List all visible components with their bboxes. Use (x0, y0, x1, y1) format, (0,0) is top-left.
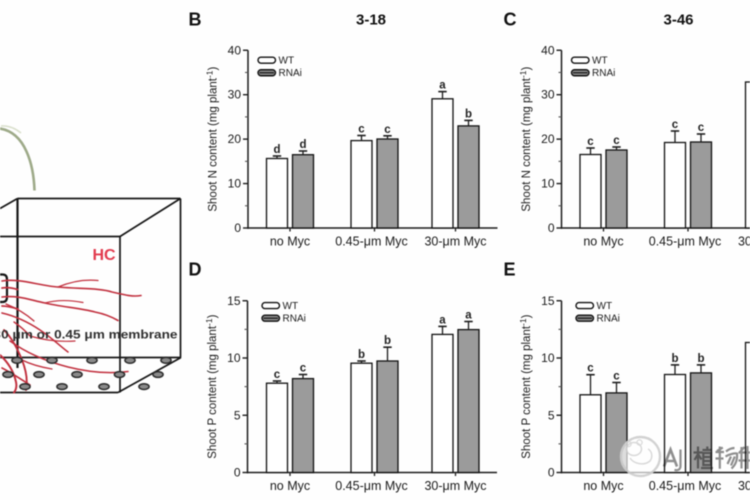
svg-text:3-18: 3-18 (356, 12, 386, 29)
svg-text:0: 0 (234, 221, 241, 235)
svg-text:30-μm Myc: 30-μm Myc (424, 479, 486, 493)
svg-text:B: B (189, 10, 202, 30)
svg-text:WT: WT (597, 301, 613, 312)
svg-text:RNAi: RNAi (283, 314, 306, 325)
svg-text:a: a (439, 314, 446, 326)
svg-text:15: 15 (227, 294, 241, 308)
svg-text:c: c (587, 363, 594, 375)
svg-text:0: 0 (548, 466, 555, 480)
svg-text:30 μm or 0.45 μm membrane: 30 μm or 0.45 μm membrane (0, 328, 178, 342)
svg-text:10: 10 (228, 177, 242, 191)
svg-text:WT: WT (283, 301, 299, 312)
svg-text:20: 20 (541, 132, 555, 146)
svg-text:HC: HC (93, 247, 117, 264)
svg-text:d: d (273, 144, 280, 156)
svg-text:c: c (698, 122, 705, 134)
svg-text:5: 5 (548, 408, 555, 422)
svg-text:b: b (384, 335, 391, 347)
svg-text:no Myc: no Myc (583, 479, 623, 493)
svg-text:10: 10 (227, 351, 241, 365)
svg-text:Shoot P content (mg plant-1): Shoot P content (mg plant-1) (518, 314, 533, 458)
svg-text:0: 0 (234, 466, 241, 480)
svg-text:10: 10 (541, 177, 555, 191)
svg-text:3-46: 3-46 (663, 12, 693, 29)
svg-text:C: C (504, 10, 517, 30)
svg-text:Shoot N content (mg plant-1): Shoot N content (mg plant-1) (205, 66, 220, 211)
svg-text:30: 30 (541, 88, 555, 102)
svg-text:20: 20 (228, 132, 242, 146)
svg-text:c: c (274, 369, 281, 381)
svg-text:RNAi: RNAi (279, 68, 302, 79)
svg-text:10: 10 (541, 351, 555, 365)
svg-text:b: b (465, 108, 472, 120)
svg-text:d: d (299, 139, 306, 151)
svg-text:c: c (384, 124, 391, 136)
svg-text:30-μm Myc: 30-μm Myc (738, 479, 750, 493)
svg-text:b: b (671, 353, 678, 365)
svg-text:c: c (672, 119, 679, 131)
svg-text:0.45-μm Myc: 0.45-μm Myc (335, 235, 408, 249)
svg-text:15: 15 (541, 294, 555, 308)
svg-text:30-μm Myc: 30-μm Myc (738, 235, 750, 249)
svg-text:5: 5 (234, 408, 241, 422)
svg-text:no Myc: no Myc (270, 235, 310, 249)
svg-text:a: a (439, 80, 446, 92)
svg-text:no Myc: no Myc (270, 479, 310, 493)
svg-text:0: 0 (548, 221, 555, 235)
svg-text:WT: WT (279, 55, 295, 66)
svg-text:40: 40 (228, 43, 242, 57)
svg-text:RNAi: RNAi (592, 68, 615, 79)
svg-text:E: E (504, 260, 516, 280)
svg-text:WT: WT (592, 55, 608, 66)
svg-text:c: c (587, 136, 594, 148)
svg-text:30: 30 (228, 88, 242, 102)
svg-text:c: c (300, 363, 307, 375)
svg-text:a: a (465, 310, 472, 322)
svg-text:0.45-μm Myc: 0.45-μm Myc (649, 479, 722, 493)
svg-text:D: D (189, 260, 202, 280)
svg-text:no Myc: no Myc (583, 235, 623, 249)
svg-text:b: b (358, 349, 365, 361)
svg-text:Shoot N content (mg plant-1): Shoot N content (mg plant-1) (518, 66, 533, 211)
svg-text:0.45-μm Myc: 0.45-μm Myc (649, 235, 722, 249)
svg-text:RNAi: RNAi (597, 314, 620, 325)
svg-text:c: c (613, 135, 620, 147)
svg-text:0.45-μm Myc: 0.45-μm Myc (335, 479, 408, 493)
svg-text:b: b (697, 353, 704, 365)
svg-text:c: c (613, 371, 620, 383)
svg-text:40: 40 (541, 43, 555, 57)
svg-text:Shoot P content (mg plant-1): Shoot P content (mg plant-1) (204, 314, 219, 458)
svg-text:30-μm Myc: 30-μm Myc (424, 235, 486, 249)
svg-text:c: c (358, 124, 365, 136)
